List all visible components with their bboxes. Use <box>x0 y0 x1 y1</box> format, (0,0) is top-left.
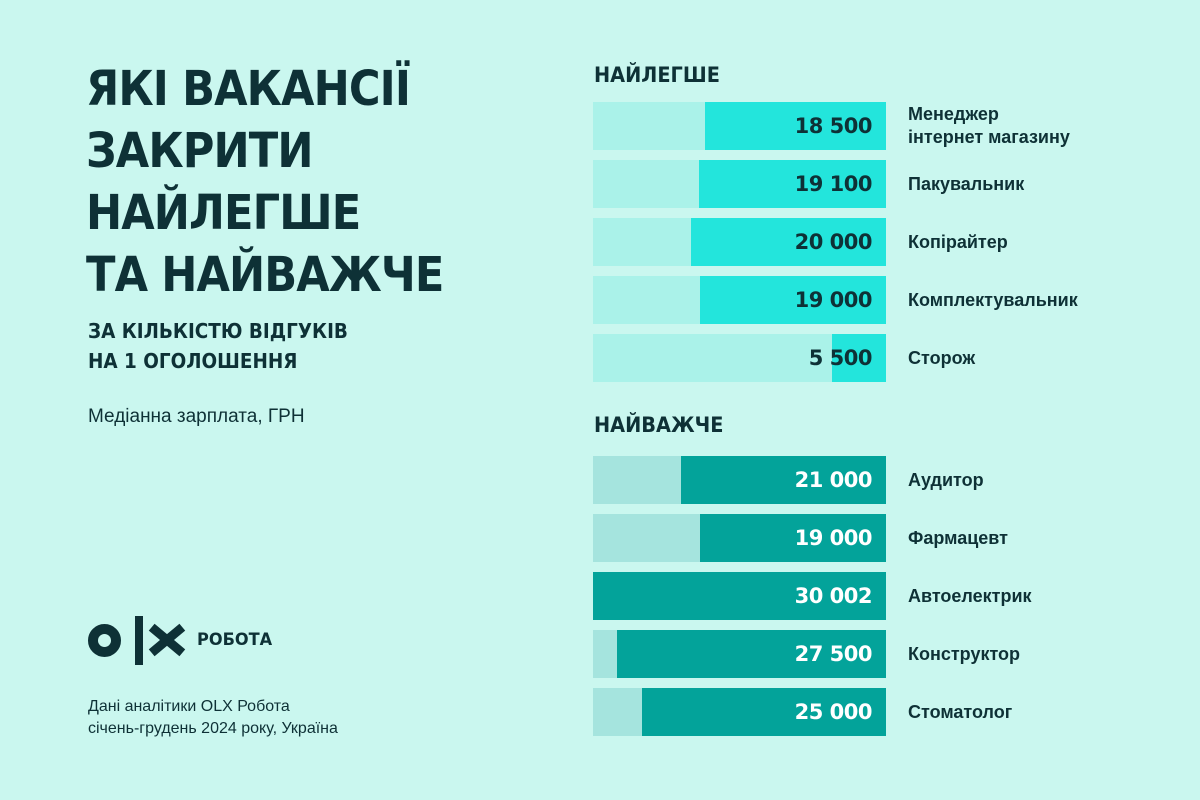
bar-label: Конструктор <box>908 630 1020 678</box>
bar-label-line: Сторож <box>908 347 976 368</box>
source-note: Дані аналітики OLX Робота січень-грудень… <box>88 696 338 740</box>
bar-fill <box>680 456 886 504</box>
bar-fill <box>705 102 886 150</box>
olx-logo-x-icon <box>151 627 183 653</box>
olx-logo-l-icon <box>135 615 143 665</box>
bar-track: 27 500 <box>593 630 886 678</box>
title-line: ТА НАЙВАЖЧЕ <box>86 247 444 303</box>
bar-fill <box>700 514 886 562</box>
bar-fill <box>617 630 886 678</box>
bar-fill <box>593 572 886 620</box>
bar-value: 21 000 <box>794 468 873 492</box>
bar-label-line: Комплектувальник <box>908 289 1078 310</box>
bar-value: 30 002 <box>794 584 873 608</box>
bar-track: 19 000 <box>593 276 886 324</box>
bar-fill <box>699 160 886 208</box>
bar-value: 5 500 <box>808 346 873 370</box>
bar-label-line: Менеджер <box>908 104 999 124</box>
bar-fill <box>700 276 886 324</box>
source-line: Дані аналітики OLX Робота <box>88 698 290 715</box>
page-title: ЯКІ ВАКАНСІЇ ЗАКРИТИ НАЙЛЕГШЕ ТА НАЙВАЖЧ… <box>86 58 444 306</box>
bar-track: 5 500 <box>593 334 886 382</box>
bar-label-line: Пакувальник <box>908 173 1025 194</box>
bar-label-line: Копірайтер <box>908 231 1008 252</box>
bar-track: 19 100 <box>593 160 886 208</box>
bar-row: 21 000 Аудитор <box>593 456 984 504</box>
bar-row: 19 000 Комплектувальник <box>593 276 1078 324</box>
subtitle-line: НА 1 ОГОЛОШЕННЯ <box>88 349 298 373</box>
bar-label: Аудитор <box>908 456 984 504</box>
bar-fill <box>641 688 886 736</box>
bar-value: 19 100 <box>794 172 873 196</box>
bar-row: 19 100 Пакувальник <box>593 160 1024 208</box>
title-line: ЗАКРИТИ <box>86 123 313 179</box>
bar-track: 19 000 <box>593 514 886 562</box>
hardest-chart: 21 000 Аудитор 19 000 Фармацевт 30 002 Автоел… <box>593 456 1032 746</box>
bar-row: 25 000 Стоматолог <box>593 688 1012 736</box>
logo-brand-text: РОБОТА <box>197 630 273 650</box>
olx-rabota-logo: РОБОТА <box>88 615 276 665</box>
bar-label: Стоматолог <box>908 688 1012 736</box>
bar-label: Пакувальник <box>908 160 1024 208</box>
bar-label-line: Аудитор <box>908 469 984 490</box>
bar-track: 21 000 <box>593 456 886 504</box>
bar-value: 20 000 <box>794 230 873 254</box>
bar-label-line: інтернет магазину <box>908 127 1070 147</box>
bar-value: 25 000 <box>794 700 873 724</box>
bar-label-line: Автоелектрик <box>908 585 1032 606</box>
bar-row: 5 500 Сторож <box>593 334 975 382</box>
bar-label: Фармацевт <box>908 514 1008 562</box>
title-line: НАЙЛЕГШЕ <box>86 185 361 241</box>
bar-row: 30 002 Автоелектрик <box>593 572 1032 620</box>
easiest-chart: 18 500 Менеджер інтернет магазину 19 100 Пак… <box>593 102 1078 392</box>
bar-track: 25 000 <box>593 688 886 736</box>
bar-value: 19 000 <box>794 288 873 312</box>
easiest-heading: НАЙЛЕГШЕ <box>594 63 720 87</box>
bar-row: 27 500 Конструктор <box>593 630 1020 678</box>
bar-value: 18 500 <box>794 114 873 138</box>
bar-label: Автоелектрик <box>908 572 1032 620</box>
hardest-heading: НАЙВАЖЧЕ <box>594 413 724 437</box>
subtitle-line: ЗА КІЛЬКІСТЮ ВІДГУКІВ <box>88 319 348 343</box>
source-line: січень-грудень 2024 року, Україна <box>88 720 338 737</box>
bar-label: Копірайтер <box>908 218 1008 266</box>
bar-label-line: Стоматолог <box>908 701 1013 722</box>
bar-fill <box>832 334 886 382</box>
olx-logo-o-icon <box>88 623 121 657</box>
bar-label: Менеджер інтернет магазину <box>908 102 1070 150</box>
bar-value: 19 000 <box>794 526 873 550</box>
bar-track: 20 000 <box>593 218 886 266</box>
bar-track: 30 002 <box>593 572 886 620</box>
bar-row: 20 000 Копірайтер <box>593 218 1008 266</box>
unit-note: Медіанна зарплата, ГРН <box>88 406 305 427</box>
title-line: ЯКІ ВАКАНСІЇ <box>86 61 411 117</box>
bar-row: 18 500 Менеджер інтернет магазину <box>593 102 1070 150</box>
bar-row: 19 000 Фармацевт <box>593 514 1008 562</box>
bar-track: 18 500 <box>593 102 886 150</box>
bar-label-line: Фармацевт <box>908 527 1008 548</box>
bar-label-line: Конструктор <box>908 643 1021 664</box>
subtitle: ЗА КІЛЬКІСТЮ ВІДГУКІВ НА 1 ОГОЛОШЕННЯ <box>88 316 348 376</box>
bar-label: Сторож <box>908 334 975 382</box>
bar-fill <box>690 218 886 266</box>
bar-value: 27 500 <box>794 642 873 666</box>
bar-label: Комплектувальник <box>908 276 1078 324</box>
